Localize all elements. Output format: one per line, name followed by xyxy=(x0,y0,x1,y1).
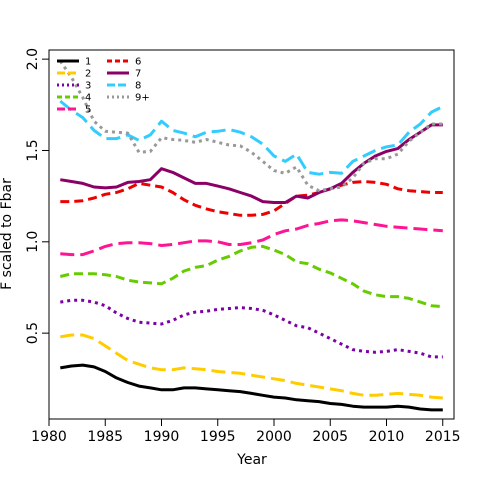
x-tick-label: 1990 xyxy=(144,429,180,445)
legend-item-9plus: 9+ xyxy=(107,93,150,104)
series-line-6 xyxy=(60,180,443,217)
legend-label: 5 xyxy=(85,105,91,116)
series-line-3 xyxy=(60,298,443,359)
x-tick-label: 2015 xyxy=(425,429,461,445)
legend-item-8: 8 xyxy=(107,81,141,92)
legend-item-5: 5 xyxy=(57,105,91,116)
y-tick-label: 0.5 xyxy=(25,322,41,344)
legend-label: 7 xyxy=(135,69,141,80)
series-line-7 xyxy=(60,123,443,204)
y-tick-label: 1.5 xyxy=(25,139,41,161)
y-tick-label: 1.0 xyxy=(25,231,41,253)
legend-label: 6 xyxy=(135,57,141,68)
x-axis-title: Year xyxy=(236,452,267,468)
x-tick-label: 1995 xyxy=(200,429,236,445)
legend-label: 2 xyxy=(85,69,91,80)
series-line-4 xyxy=(59,244,443,309)
x-tick-label: 1980 xyxy=(31,429,67,445)
y-tick-label: 2.0 xyxy=(25,48,41,70)
series-line-8 xyxy=(59,99,444,176)
series-line-2 xyxy=(60,333,443,400)
x-axis: 1980 1985 1990 1995 2000 2005 2010 2015 xyxy=(31,418,461,445)
series-line-9plus xyxy=(59,60,443,193)
legend-item-6: 6 xyxy=(107,57,141,68)
x-tick-label: 1985 xyxy=(87,429,123,445)
legend-label: 4 xyxy=(85,93,91,104)
x-tick-label: 2010 xyxy=(369,429,405,445)
x-tick-label: 2000 xyxy=(256,429,292,445)
legend-item-4: 4 xyxy=(57,93,91,104)
legend-item-1: 1 xyxy=(57,57,91,68)
legend-label: 8 xyxy=(135,81,141,92)
series-lines xyxy=(59,60,444,412)
legend-label: 9+ xyxy=(135,93,150,104)
x-tick-label: 2005 xyxy=(312,429,348,445)
y-axis-title: F scaled to Fbar xyxy=(0,178,15,290)
legend-item-2: 2 xyxy=(57,69,91,80)
legend-label: 1 xyxy=(85,57,91,68)
series-line-1 xyxy=(60,363,443,412)
y-axis: 0.5 1.0 1.5 2.0 xyxy=(25,48,49,344)
series-line-5 xyxy=(60,218,443,257)
legend-label: 3 xyxy=(85,81,91,92)
legend-item-3: 3 xyxy=(57,81,91,92)
legend-item-7: 7 xyxy=(107,69,141,80)
plot-frame xyxy=(48,49,455,420)
